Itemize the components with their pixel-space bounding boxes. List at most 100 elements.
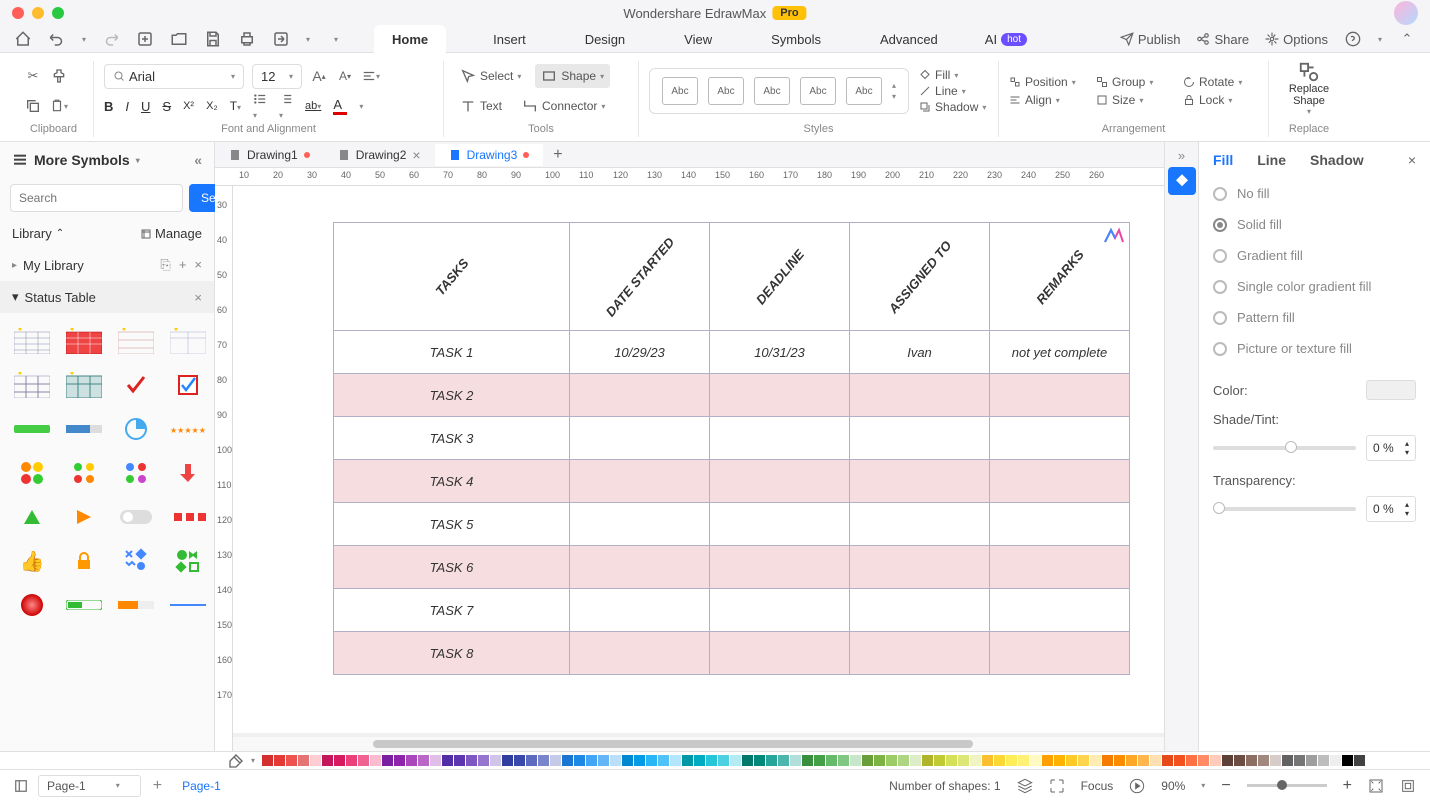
- font-color-icon[interactable]: A: [333, 97, 347, 115]
- collapse-ribbon-icon[interactable]: ⌃: [1398, 30, 1416, 48]
- zoom-in-button[interactable]: +: [1343, 777, 1352, 795]
- color-swatch-item[interactable]: [898, 755, 909, 766]
- position-button[interactable]: Position▾: [1009, 75, 1084, 89]
- radio-icon[interactable]: [1213, 187, 1227, 201]
- color-swatch-item[interactable]: [286, 755, 297, 766]
- table-cell[interactable]: [570, 460, 710, 503]
- color-swatch-item[interactable]: [658, 755, 669, 766]
- color-swatch-item[interactable]: [946, 755, 957, 766]
- rotate-button[interactable]: Rotate▾: [1183, 75, 1258, 89]
- line-button[interactable]: Line▾: [919, 84, 986, 98]
- color-swatch-item[interactable]: [850, 755, 861, 766]
- color-swatch-item[interactable]: [394, 755, 405, 766]
- shape-progress-orange[interactable]: [116, 589, 156, 621]
- table-cell[interactable]: [710, 589, 850, 632]
- color-swatch-item[interactable]: [1114, 755, 1125, 766]
- status-table-section[interactable]: ▾Status Table ×: [0, 281, 214, 313]
- table-cell[interactable]: [850, 417, 990, 460]
- rp-tab-fill[interactable]: Fill: [1213, 152, 1233, 168]
- shape-progress-outline[interactable]: [64, 589, 104, 621]
- color-swatch-item[interactable]: [1282, 755, 1293, 766]
- shape-rating-bar[interactable]: [168, 501, 208, 533]
- color-swatch-item[interactable]: [670, 755, 681, 766]
- color-swatch-item[interactable]: [1078, 755, 1089, 766]
- page-select[interactable]: Page-1▾: [38, 775, 141, 797]
- fill-option-2[interactable]: Gradient fill: [1213, 240, 1416, 271]
- color-swatch-item[interactable]: [1210, 755, 1221, 766]
- color-swatch-item[interactable]: [430, 755, 441, 766]
- export-icon[interactable]: [272, 30, 290, 48]
- table-cell[interactable]: TASK 6: [334, 546, 570, 589]
- table-cell[interactable]: [850, 589, 990, 632]
- color-swatch-item[interactable]: [514, 755, 525, 766]
- decrease-font-icon[interactable]: A▾: [336, 67, 354, 85]
- presentation-icon[interactable]: [1129, 778, 1145, 794]
- font-family-select[interactable]: Arial▾: [104, 64, 244, 89]
- gallery-up-icon[interactable]: ▴: [892, 81, 896, 90]
- table-row[interactable]: TASK 110/29/2310/31/23Ivannot yet comple…: [334, 331, 1130, 374]
- table-row[interactable]: TASK 3: [334, 417, 1130, 460]
- manage-button[interactable]: Manage: [140, 226, 202, 241]
- zoom-slider[interactable]: [1247, 784, 1327, 787]
- rp-tab-line[interactable]: Line: [1257, 152, 1286, 168]
- shape-checkbox[interactable]: [168, 369, 208, 401]
- table-cell[interactable]: [710, 374, 850, 417]
- shape-red-ball[interactable]: [12, 589, 52, 621]
- tab-ai[interactable]: AI hot: [985, 32, 1027, 47]
- my-library-section[interactable]: ▸ My Library ⎘ + ×: [0, 249, 214, 281]
- lock-button[interactable]: Lock▾: [1183, 93, 1258, 107]
- color-swatch-item[interactable]: [622, 755, 633, 766]
- color-swatch-item[interactable]: [754, 755, 765, 766]
- paste-icon[interactable]: ▾: [50, 97, 68, 115]
- subscript-icon[interactable]: X₂: [206, 100, 218, 112]
- color-swatch-item[interactable]: [910, 755, 921, 766]
- table-cell[interactable]: [850, 632, 990, 675]
- status-table-close-icon[interactable]: ×: [194, 290, 202, 305]
- table-cell[interactable]: [850, 546, 990, 589]
- minimize-window-button[interactable]: [32, 7, 44, 19]
- color-swatch-item[interactable]: [502, 755, 513, 766]
- shadow-button[interactable]: Shadow▾: [919, 100, 986, 114]
- color-swatch-item[interactable]: [1102, 755, 1113, 766]
- table-header-2[interactable]: DEADLINE: [710, 223, 850, 331]
- doc-tab-2[interactable]: Drawing2 ×: [324, 143, 435, 167]
- save-icon[interactable]: [204, 30, 222, 48]
- scrollbar-thumb[interactable]: [373, 740, 973, 748]
- print-icon[interactable]: [238, 30, 256, 48]
- table-row[interactable]: TASK 2: [334, 374, 1130, 417]
- color-swatch-item[interactable]: [1054, 755, 1065, 766]
- color-swatch-item[interactable]: [766, 755, 777, 766]
- color-swatch-item[interactable]: [838, 755, 849, 766]
- shape-status-lights-1[interactable]: [12, 457, 52, 489]
- color-swatch-item[interactable]: [958, 755, 969, 766]
- fill-option-1[interactable]: Solid fill: [1213, 209, 1416, 240]
- superscript-icon[interactable]: X²: [183, 100, 194, 112]
- color-swatch-item[interactable]: [442, 755, 453, 766]
- style-preset-2[interactable]: Abc: [708, 77, 744, 105]
- color-swatch-item[interactable]: [1030, 755, 1041, 766]
- table-cell[interactable]: [570, 503, 710, 546]
- fill-button[interactable]: Fill▾: [919, 68, 986, 82]
- shape-table-5[interactable]: [12, 369, 52, 401]
- color-swatch-item[interactable]: [1018, 755, 1029, 766]
- replace-shape-icon[interactable]: [1298, 61, 1320, 83]
- color-swatch-item[interactable]: [274, 755, 285, 766]
- table-cell[interactable]: [710, 503, 850, 546]
- shape-table-3[interactable]: [116, 325, 156, 357]
- tab-home[interactable]: Home: [374, 25, 446, 54]
- table-cell[interactable]: [990, 374, 1130, 417]
- color-swatch-item[interactable]: [778, 755, 789, 766]
- color-swatch-item[interactable]: [1042, 755, 1053, 766]
- radio-icon[interactable]: [1213, 342, 1227, 356]
- table-cell[interactable]: [990, 632, 1130, 675]
- table-cell[interactable]: [570, 632, 710, 675]
- shape-progress-blue[interactable]: [64, 413, 104, 445]
- select-button[interactable]: Select▾: [454, 64, 527, 88]
- color-swatch-item[interactable]: [598, 755, 609, 766]
- table-cell[interactable]: 10/31/23: [710, 331, 850, 374]
- table-cell[interactable]: [990, 417, 1130, 460]
- collapse-sidebar-icon[interactable]: «: [194, 152, 202, 168]
- page-tab[interactable]: Page-1: [182, 779, 221, 793]
- color-swatch-item[interactable]: [574, 755, 585, 766]
- horizontal-scrollbar[interactable]: [233, 737, 1164, 751]
